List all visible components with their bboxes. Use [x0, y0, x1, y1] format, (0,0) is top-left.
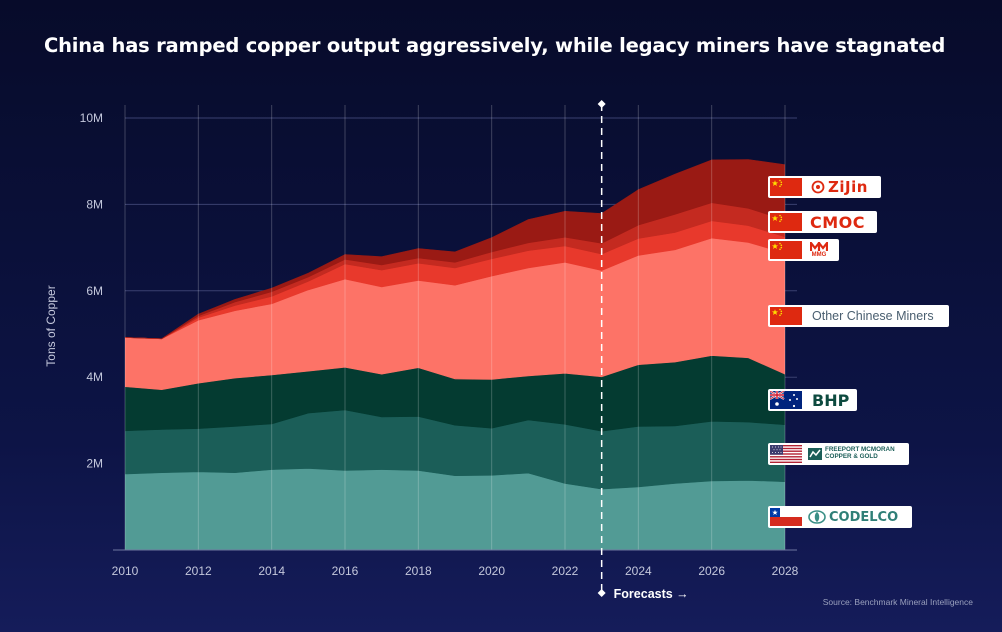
y-tick-label: 10M	[80, 111, 103, 125]
chile-flag	[770, 508, 802, 526]
china-flag	[770, 307, 802, 325]
x-tick-label: 2018	[405, 564, 432, 578]
legend-codelco: CODELCO	[768, 506, 912, 528]
x-tick-label: 2010	[112, 564, 139, 578]
forecast-top-diamond	[597, 100, 606, 108]
area-zijin	[125, 159, 785, 340]
other-chinese-miners-label: Other Chinese Miners	[812, 309, 934, 323]
x-tick-label: 2014	[258, 564, 285, 578]
australia-flag	[770, 391, 802, 409]
forecast-marker: Forecasts →	[597, 100, 689, 601]
forecast-label: Forecasts →	[614, 587, 689, 601]
china-flag	[770, 213, 802, 231]
legend-cmoc: CMOC	[768, 211, 877, 233]
y-tick-label: 6M	[86, 284, 103, 298]
mmg-emblem-icon	[810, 242, 828, 251]
x-tick-label: 2012	[185, 564, 212, 578]
legend-zijin: ZiJin	[768, 176, 881, 198]
china-flag	[770, 241, 802, 259]
usa-flag	[770, 445, 802, 463]
zijin-logo: ZiJin	[811, 178, 868, 196]
y-tick-label: 2M	[86, 457, 103, 471]
y-axis-label: Tons of Copper	[44, 285, 58, 366]
x-tick-label: 2020	[478, 564, 505, 578]
forecast-bottom-diamond	[597, 589, 606, 597]
area-series	[125, 159, 785, 551]
legend-mmg: MMG	[768, 239, 839, 261]
codelco-emblem-icon	[808, 510, 826, 524]
legend-other-chinese-miners: Other Chinese Miners	[768, 305, 949, 327]
vertical-gridlines	[124, 105, 786, 550]
axes: 2M 4M 6M 8M 10M 2010 2012 2014 2016 2018 2020 2022 2…	[80, 111, 799, 578]
x-tick-label: 2028	[772, 564, 799, 578]
freeport-mcmoran-logo: Freeport McMoRan Copper & Gold	[808, 447, 895, 460]
y-tick-label: 4M	[86, 370, 103, 384]
zijin-emblem-icon	[811, 180, 825, 194]
x-tick-label: 2026	[698, 564, 725, 578]
bhp-logo: BHP	[812, 390, 850, 410]
legend-freeport-mcmoran: Freeport McMoRan Copper & Gold	[768, 443, 909, 465]
china-flag	[770, 178, 802, 196]
y-tick-label: 8M	[86, 197, 103, 211]
x-tick-label: 2016	[332, 564, 359, 578]
x-tick-label: 2024	[625, 564, 652, 578]
x-tick-label: 2022	[552, 564, 579, 578]
source-note: Source: Benchmark Mineral Intelligence	[822, 597, 973, 607]
chart-title: China has ramped copper output aggressiv…	[44, 34, 946, 57]
codelco-logo: CODELCO	[808, 510, 898, 525]
cmoc-logo: CMOC	[810, 212, 866, 232]
legend-bhp: BHP	[768, 389, 857, 411]
mmg-logo: MMG	[810, 242, 828, 258]
freeport-emblem-icon	[808, 448, 822, 460]
